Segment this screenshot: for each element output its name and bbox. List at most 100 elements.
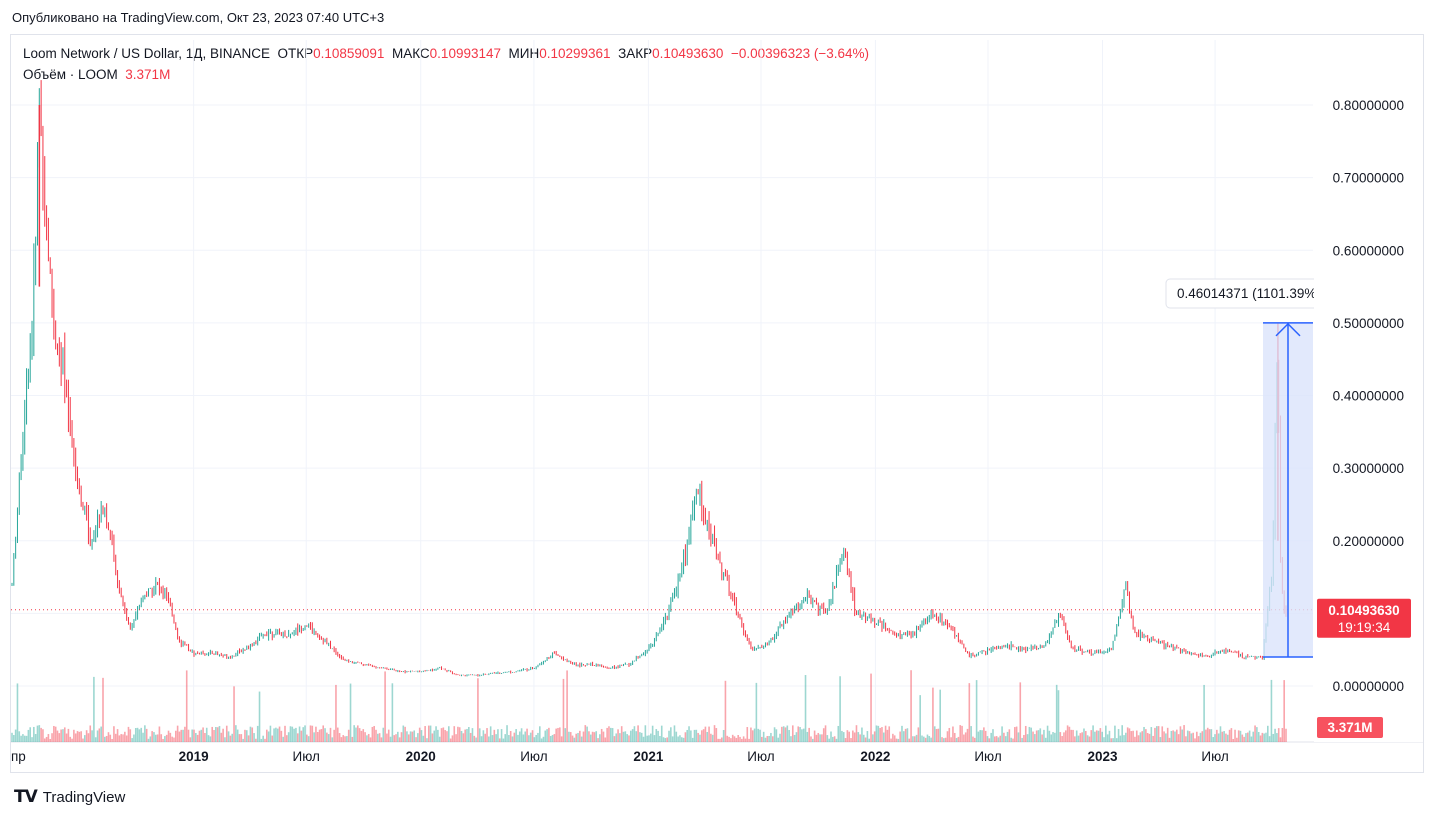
volume-bar bbox=[1263, 733, 1265, 742]
volume-bar bbox=[972, 736, 974, 742]
volume-bar bbox=[1176, 729, 1178, 742]
volume-bar bbox=[708, 726, 710, 742]
volume-bar bbox=[1190, 733, 1193, 742]
volume-bar bbox=[589, 734, 592, 742]
volume-bar bbox=[324, 728, 326, 742]
volume-bar bbox=[158, 726, 161, 742]
volume-bar bbox=[247, 735, 250, 742]
price-badge bbox=[1317, 598, 1411, 638]
volume-bar bbox=[62, 729, 64, 742]
volume-bar bbox=[442, 727, 445, 742]
volume-bar bbox=[1061, 736, 1063, 742]
candles-group bbox=[11, 80, 1287, 677]
volume-bar bbox=[253, 733, 255, 742]
volume-bar bbox=[289, 726, 292, 742]
volume-bar bbox=[799, 727, 801, 742]
volume-bar bbox=[640, 732, 643, 742]
volume-bar bbox=[76, 731, 79, 742]
volume-bar bbox=[242, 738, 244, 742]
volume-bar bbox=[375, 729, 377, 742]
volume-bar bbox=[225, 725, 228, 742]
volume-bar bbox=[255, 738, 257, 742]
volume-bar bbox=[87, 733, 90, 742]
volume-bar bbox=[704, 726, 707, 742]
volume-bar bbox=[131, 738, 133, 742]
volume-bar bbox=[133, 734, 135, 742]
volume-bar bbox=[1097, 730, 1100, 742]
volume-bar bbox=[1208, 729, 1211, 742]
volume-bar bbox=[628, 735, 630, 742]
volume-bar bbox=[1186, 730, 1189, 742]
volume-bar bbox=[759, 729, 761, 742]
volume-bar bbox=[688, 726, 690, 742]
volume-bar bbox=[915, 734, 918, 742]
symbol-title[interactable]: Loom Network / US Dollar, 1Д, BINANCE bbox=[23, 46, 270, 61]
measure-label-text: 0.46014371 (1101.39% bbox=[1177, 286, 1316, 301]
volume-bar bbox=[699, 734, 701, 742]
volume-bar bbox=[901, 725, 903, 742]
volume-bar bbox=[775, 729, 778, 742]
volume-bar bbox=[69, 736, 72, 742]
volume-bar bbox=[1135, 730, 1138, 742]
volume-bar bbox=[722, 730, 725, 742]
volume-bar bbox=[384, 671, 386, 742]
volume-bar bbox=[850, 738, 852, 742]
volume-bar bbox=[433, 730, 436, 742]
volume-bar bbox=[54, 726, 57, 742]
volume-bar bbox=[1119, 735, 1122, 742]
volume-bar bbox=[451, 735, 454, 742]
volume-bar bbox=[404, 726, 406, 742]
volume-bar bbox=[393, 735, 395, 742]
brand[interactable]: 𝗧𝗩 TradingView bbox=[14, 787, 125, 807]
volume-bar bbox=[78, 731, 81, 742]
volume-bar bbox=[1123, 735, 1125, 742]
volume-bar bbox=[358, 728, 361, 742]
volume-bar bbox=[218, 726, 221, 742]
volume-bar bbox=[200, 729, 203, 742]
volume-bar bbox=[1157, 726, 1160, 742]
volume-bar bbox=[979, 730, 982, 742]
volume-bar bbox=[169, 732, 172, 742]
volume-bar bbox=[198, 730, 201, 742]
volume-label[interactable]: Объём · LOOM bbox=[23, 67, 118, 82]
volume-bar bbox=[1054, 732, 1056, 742]
volume-bar bbox=[258, 691, 261, 742]
volume-bar bbox=[944, 737, 947, 742]
y-tick-label: 0.80000000 bbox=[1333, 98, 1404, 113]
volume-bar bbox=[733, 736, 736, 742]
volume-bar bbox=[837, 725, 840, 742]
volume-bar bbox=[215, 727, 217, 742]
volume-bar bbox=[560, 736, 563, 742]
volume-bar bbox=[1030, 727, 1032, 742]
volume-bar bbox=[1206, 727, 1209, 742]
volume-bar bbox=[480, 736, 483, 742]
volume-bar bbox=[134, 727, 137, 742]
high-value: 0.10993147 bbox=[429, 46, 501, 61]
volume-bar bbox=[1155, 726, 1158, 742]
volume-bar bbox=[460, 730, 463, 742]
volume-bar bbox=[1050, 734, 1053, 742]
volume-bar bbox=[1112, 738, 1114, 742]
volume-bar bbox=[318, 729, 321, 742]
volume-bar bbox=[1279, 737, 1282, 742]
volume-bar bbox=[1143, 726, 1145, 742]
volume-bar bbox=[458, 727, 461, 742]
volume-bar bbox=[531, 730, 534, 742]
volume-bar bbox=[1219, 726, 1222, 742]
volume-bar bbox=[222, 728, 224, 742]
volume-bar bbox=[165, 734, 168, 742]
volume-bar bbox=[1241, 734, 1244, 742]
volume-bar bbox=[293, 728, 295, 742]
volume-bar bbox=[1039, 728, 1042, 742]
volume-bar bbox=[58, 733, 61, 742]
volume-bar bbox=[13, 735, 15, 742]
volume-bar bbox=[721, 737, 723, 742]
volume-bar bbox=[593, 732, 596, 742]
volume-bar bbox=[440, 728, 443, 742]
volume-bar bbox=[1254, 725, 1256, 742]
volume-bar bbox=[573, 737, 576, 742]
volume-bar bbox=[882, 732, 885, 742]
volume-bar bbox=[47, 734, 50, 742]
volume-bar bbox=[917, 727, 920, 742]
